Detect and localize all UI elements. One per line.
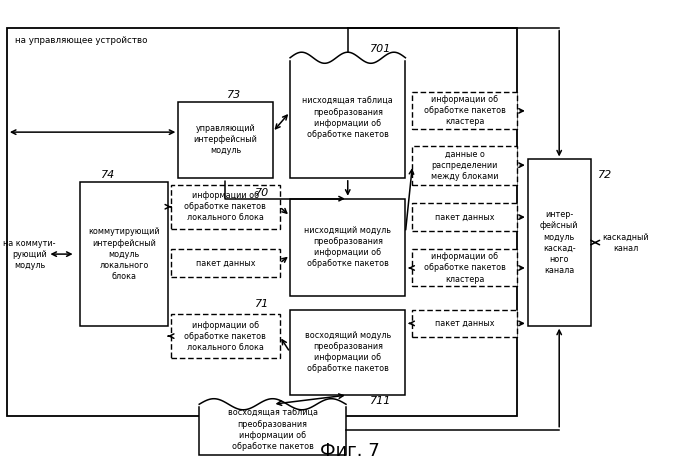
- Bar: [412, 92, 517, 129]
- Text: коммутирующий
интерфейсный
модуль
локального
блока: коммутирующий интерфейсный модуль локаль…: [88, 227, 160, 281]
- Text: управляющий
интерфейсный
модуль: управляющий интерфейсный модуль: [194, 124, 257, 155]
- Bar: [171, 185, 280, 229]
- Text: информации об
обработке пакетов
локального блока: информации об обработке пакетов локально…: [185, 191, 266, 222]
- Text: 71: 71: [255, 299, 269, 309]
- Text: 701: 701: [370, 43, 391, 54]
- Text: 711: 711: [370, 395, 391, 406]
- Text: восходящий модуль
преобразования
информации об
обработке пакетов: восходящий модуль преобразования информа…: [305, 331, 391, 373]
- Bar: [178, 102, 273, 178]
- Text: нисходящая таблица
преобразования
информации об
обработке пакетов: нисходящая таблица преобразования информ…: [303, 97, 393, 139]
- Text: информации об
обработке пакетов
кластера: информации об обработке пакетов кластера: [424, 252, 506, 284]
- Bar: [290, 310, 405, 395]
- Text: 73: 73: [227, 90, 241, 100]
- Bar: [412, 310, 517, 337]
- Bar: [171, 249, 280, 277]
- Text: на управляющее устройство: на управляющее устройство: [15, 36, 148, 45]
- Text: на коммути-
рующий
модуль: на коммути- рующий модуль: [3, 238, 56, 270]
- Text: данные о
распределении
между блоками: данные о распределении между блоками: [431, 150, 498, 181]
- Bar: [290, 199, 405, 296]
- Text: информации об
обработке пакетов
кластера: информации об обработке пакетов кластера: [424, 95, 506, 127]
- Bar: [80, 182, 168, 326]
- Text: каскадный
канал: каскадный канал: [603, 232, 649, 253]
- Bar: [412, 249, 517, 286]
- Text: пакет данных: пакет данных: [435, 213, 495, 222]
- Text: 74: 74: [101, 170, 115, 180]
- Bar: [7, 28, 517, 416]
- Text: 70: 70: [255, 188, 269, 198]
- Text: Фиг. 7: Фиг. 7: [319, 442, 380, 460]
- Bar: [412, 146, 517, 185]
- Bar: [290, 58, 405, 178]
- Text: нисходящий модуль
преобразования
информации об
обработке пакетов: нисходящий модуль преобразования информа…: [304, 226, 391, 268]
- Text: информации об
обработке пакетов
локального блока: информации об обработке пакетов локально…: [185, 321, 266, 352]
- Text: пакет данных: пакет данных: [196, 259, 255, 268]
- Text: интер-
фейсный
модуль
каскад-
ного
канала: интер- фейсный модуль каскад- ного канал…: [540, 210, 579, 275]
- Text: восходящая таблица
преобразования
информации об
обработке пакетов: восходящая таблица преобразования информ…: [228, 408, 317, 451]
- Bar: [171, 314, 280, 358]
- Text: 72: 72: [598, 170, 612, 180]
- Bar: [199, 404, 346, 455]
- Text: пакет данных: пакет данных: [435, 319, 495, 328]
- Bar: [528, 159, 591, 326]
- Bar: [412, 203, 517, 231]
